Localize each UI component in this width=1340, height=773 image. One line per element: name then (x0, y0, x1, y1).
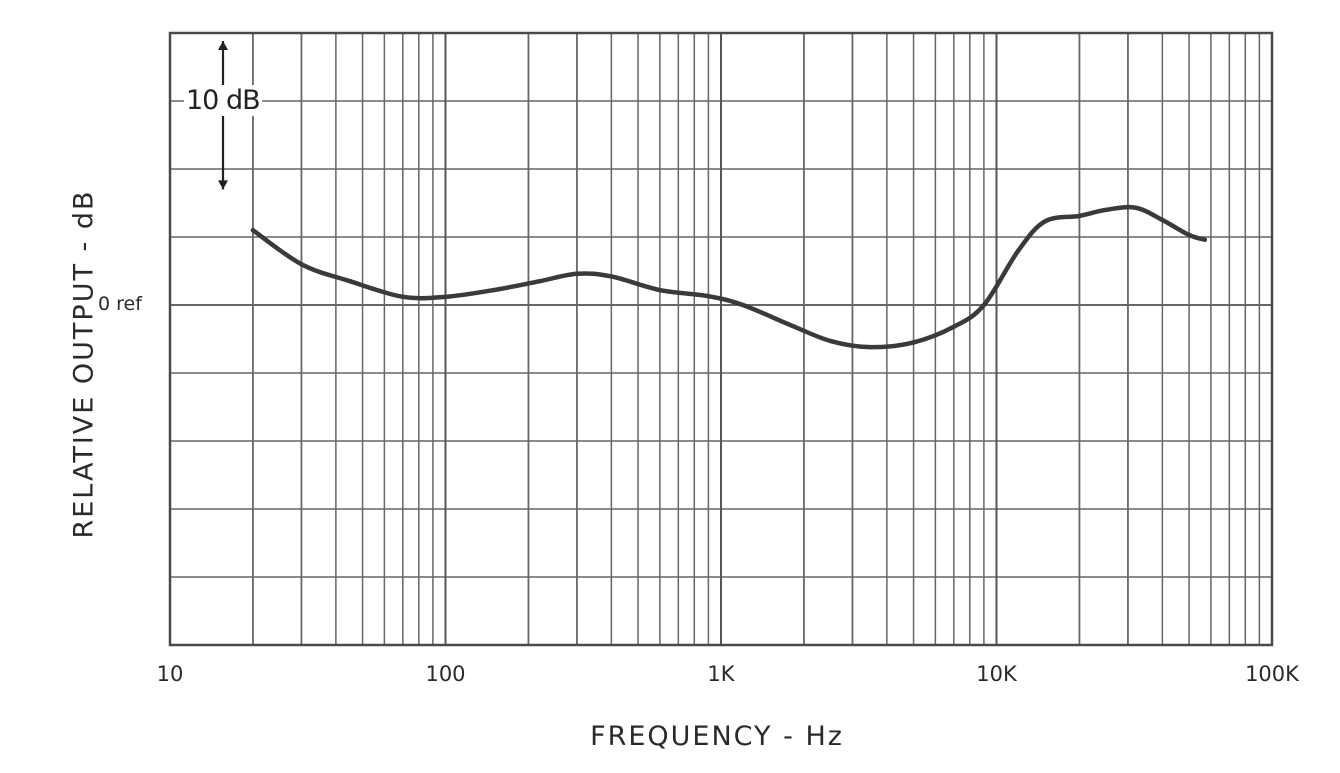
data-point (951, 324, 957, 329)
x-axis-label: FREQUENCY - Hz (590, 721, 844, 752)
data-point (981, 302, 987, 308)
data-point (828, 338, 833, 344)
data-point (1186, 232, 1192, 238)
data-point (400, 294, 406, 300)
data-point (1133, 205, 1138, 210)
data-points (250, 205, 1207, 350)
x-tick-label: 1K (707, 662, 735, 686)
data-point (609, 274, 614, 279)
zero-reference-label: 0 ref (98, 293, 142, 315)
response-curve (250, 204, 1207, 350)
minor-grid (170, 32, 1272, 646)
data-point (1202, 237, 1207, 242)
scale-marker-label: 10 dB (184, 85, 262, 116)
data-point (491, 287, 497, 293)
data-point (1042, 219, 1048, 224)
data-point (789, 323, 794, 328)
x-tick-label: 100 (425, 662, 466, 686)
data-point (1016, 248, 1021, 253)
x-tick-label: 10 (156, 662, 184, 686)
data-point (443, 294, 448, 300)
x-tick-label: 100K (1245, 662, 1299, 686)
data-point (911, 340, 916, 345)
scale-arrow-head-down (218, 180, 228, 190)
data-point (706, 293, 711, 299)
data-point (347, 279, 353, 284)
data-point (657, 287, 663, 293)
data-point (1077, 213, 1082, 219)
data-point (868, 344, 874, 350)
data-point (1103, 207, 1109, 212)
data-point (740, 302, 746, 308)
data-point (1160, 217, 1165, 223)
data-point (250, 228, 256, 233)
x-tick-label: 10K (976, 662, 1017, 686)
data-point (299, 262, 304, 267)
data-point (537, 279, 543, 284)
data-point (574, 271, 580, 276)
plot-frame (168, 31, 1274, 647)
scale-arrow-head-up (218, 41, 228, 50)
